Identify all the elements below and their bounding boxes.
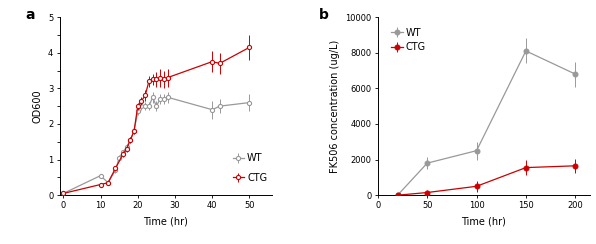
Text: b: b	[318, 8, 328, 22]
Text: a: a	[26, 8, 35, 22]
X-axis label: Time (hr): Time (hr)	[143, 216, 188, 226]
Legend: WT, CTG: WT, CTG	[229, 149, 271, 187]
Y-axis label: OD600: OD600	[32, 89, 42, 123]
Legend: WT, CTG: WT, CTG	[387, 24, 430, 56]
Y-axis label: FK506 concentration (ug/L): FK506 concentration (ug/L)	[330, 40, 340, 173]
X-axis label: Time (hr): Time (hr)	[461, 216, 507, 226]
